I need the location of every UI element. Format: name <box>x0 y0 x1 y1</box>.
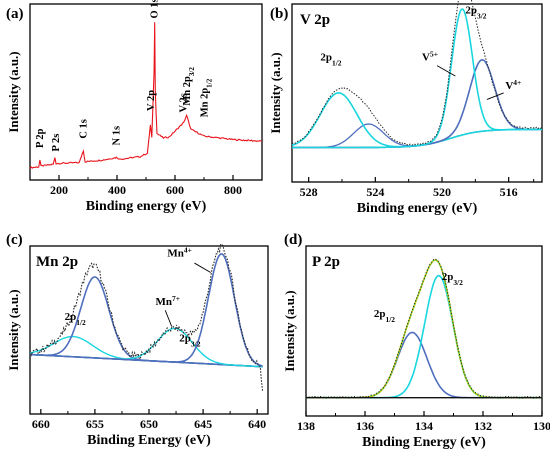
panel-letter: (c) <box>6 232 23 248</box>
peak-label: 2p3/2 <box>442 271 463 287</box>
peak-annotation: N 1s <box>111 126 122 146</box>
x-tick-label: 200 <box>50 183 68 197</box>
peak-annotation: P 2p <box>35 128 46 148</box>
peak-annotation: Mn 2p3/2 <box>182 67 196 106</box>
plot-frame <box>291 3 543 183</box>
y-axis-label: Intensity (a.u.) <box>6 289 21 370</box>
x-tick-label: 132 <box>474 419 492 433</box>
panel-letter: (b) <box>270 6 288 22</box>
x-tick-label: 655 <box>86 417 104 431</box>
peak-annotation: V 2p <box>146 90 157 111</box>
panel-b: 528 524 520 516 Binding energy (eV) Intensity… <box>268 0 543 216</box>
peak-annotation: C 1s <box>78 119 89 139</box>
fit-line-v5 <box>292 8 542 149</box>
panel-d: 138 136 134 132 130 Binding Energy (eV) Intens… <box>282 232 550 450</box>
background-line <box>292 128 542 149</box>
panel-title: Mn 2p <box>36 254 78 270</box>
panel-title: V 2p <box>300 12 330 28</box>
panel-title: P 2p <box>312 254 340 270</box>
peak-annotation: P 2s <box>51 134 62 152</box>
peak-annotation: O 1s <box>150 0 161 19</box>
annotation-pointer <box>194 262 211 273</box>
peak-label: 2p1/2 <box>374 308 395 324</box>
peak-label: Mn4+ <box>167 245 192 260</box>
peak-label: 2p3/2 <box>179 332 200 348</box>
x-tick-label: 134 <box>415 419 433 433</box>
peak-label: V4+ <box>505 78 521 93</box>
x-axis-label: Binding energy (eV) <box>357 201 478 216</box>
x-tick-label: 800 <box>224 183 242 197</box>
fit-line-p-2p3-2 <box>306 274 542 399</box>
x-tick-label: 660 <box>32 417 50 431</box>
x-tick-label: 136 <box>356 419 374 433</box>
peak-label: V5+ <box>422 49 438 64</box>
y-axis-label: Intensity (a.u.) <box>268 52 283 133</box>
y-axis-label: Intensity (a.u.) <box>6 51 21 132</box>
y-axis-label: Intensity (a.u.) <box>282 290 297 371</box>
x-axis-label: Binding Energy (eV) <box>87 433 211 448</box>
x-tick-label: 138 <box>297 419 315 433</box>
panel-a: 200 400 600 800 Binding energy (eV) Intensity… <box>6 3 263 214</box>
peak-label: 2p3/2 <box>465 5 486 20</box>
peak-label: 2p1/2 <box>320 51 341 67</box>
peak-label: 2p1/2 <box>65 311 86 327</box>
peak-annotation: V 2s <box>179 93 190 112</box>
x-axis-label: Binding Energy (eV) <box>362 435 486 450</box>
panel-letter: (a) <box>6 6 24 22</box>
fit-line-mn4 <box>29 253 263 367</box>
x-tick-label: 400 <box>108 183 126 197</box>
x-axis-label: Binding energy (eV) <box>86 199 207 214</box>
peak-label: Mn7+ <box>155 293 180 308</box>
peak-annotation: Mn 2p1/2 <box>200 78 214 117</box>
x-tick-label: 524 <box>366 185 384 199</box>
panel-letter: (d) <box>284 232 302 248</box>
x-tick-label: 528 <box>300 185 318 199</box>
x-tick-label: 640 <box>248 417 266 431</box>
annotation-pointer <box>486 92 504 100</box>
x-tick-label: 645 <box>194 417 212 431</box>
fit-line-p-2p1-2 <box>306 331 542 399</box>
fit-line-v4 <box>292 58 542 149</box>
x-tick-label: 600 <box>166 183 184 197</box>
annotation-pointer <box>164 310 173 327</box>
survey-spectrum-line <box>29 22 263 169</box>
plot-frame <box>305 245 543 417</box>
x-tick-label: 650 <box>140 417 158 431</box>
x-tick-label: 516 <box>500 185 518 199</box>
x-tick-label: 130 <box>533 419 550 433</box>
fit-line-v-2p1-2 <box>291 92 542 148</box>
raw-data-line <box>29 243 264 392</box>
x-tick-label: 520 <box>433 185 451 199</box>
annotation-pointer <box>436 65 456 77</box>
plot-frame <box>29 245 269 415</box>
panel-c: 660 655 650 645 640 Binding Energy (eV) Intens… <box>6 232 269 448</box>
